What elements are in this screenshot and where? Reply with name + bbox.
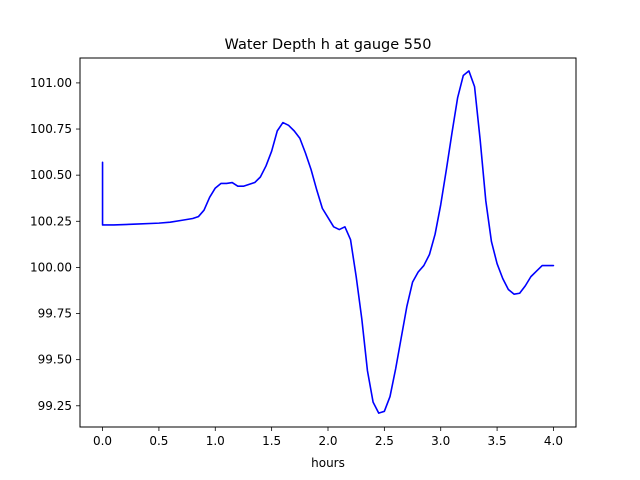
x-tick-label: 3.0 bbox=[431, 434, 450, 448]
x-tick-label: 1.0 bbox=[206, 434, 225, 448]
x-tick-label: 2.5 bbox=[375, 434, 394, 448]
x-tick-label: 0.5 bbox=[149, 434, 168, 448]
y-tick-label: 99.75 bbox=[38, 307, 72, 321]
x-tick-label: 3.5 bbox=[488, 434, 507, 448]
chart-title: Water Depth h at gauge 550 bbox=[225, 37, 432, 53]
y-tick-label: 100.75 bbox=[30, 122, 72, 136]
x-tick-label: 2.0 bbox=[318, 434, 337, 448]
y-tick-label: 100.00 bbox=[30, 260, 72, 274]
series-line-0 bbox=[101, 70, 555, 414]
y-tick-label: 101.00 bbox=[30, 76, 72, 90]
x-axis-label: hours bbox=[311, 456, 345, 470]
y-axis: 99.25 99.50 99.75 100.00 100.25 100.50 100.75 1… bbox=[30, 76, 80, 413]
x-tick-label: 4.0 bbox=[544, 434, 563, 448]
y-tick-label: 100.50 bbox=[30, 168, 72, 182]
x-axis: 0.0 0.5 1.0 1.5 2.0 2.5 3.0 3.5 4.0 bbox=[93, 427, 563, 448]
y-tick-label: 99.25 bbox=[38, 399, 72, 413]
x-tick-label: 1.5 bbox=[262, 434, 281, 448]
x-tick-label: 0.0 bbox=[93, 434, 112, 448]
y-tick-label: 99.50 bbox=[38, 353, 72, 367]
y-tick-label: 100.25 bbox=[30, 214, 72, 228]
plot-area bbox=[101, 70, 555, 414]
